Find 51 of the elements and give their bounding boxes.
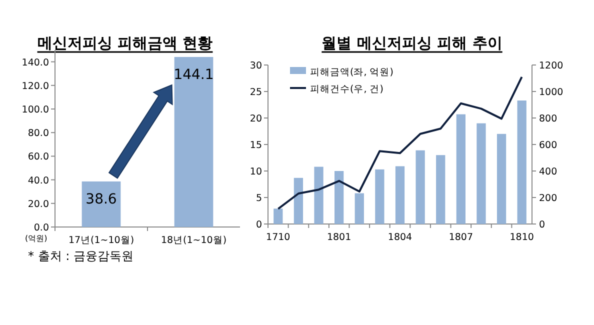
y-tick-label: 140.0: [22, 57, 49, 68]
bar: [456, 114, 466, 224]
bar: [517, 100, 526, 224]
x-tick-label: 1710: [266, 232, 290, 243]
y-tick-label: 15: [250, 140, 262, 151]
y2-tick-label: 200: [539, 193, 558, 204]
y2-tick-label: 0: [539, 220, 546, 230]
data-label: 38.6: [86, 191, 117, 208]
y-tick-label: 10: [250, 166, 262, 178]
chart-title: 메신저피싱 피해금액 현황: [37, 34, 213, 52]
y-tick-label: 0: [256, 220, 262, 230]
y-tick-label: 20.0: [28, 198, 49, 210]
bar: [314, 166, 324, 224]
bar: [496, 134, 506, 224]
y-tick-label: 20: [250, 114, 262, 124]
bar: [334, 171, 344, 224]
legend-label: 피해건수(우, 건): [310, 84, 384, 95]
x-tick-label: 1807: [448, 232, 474, 243]
bar: [416, 150, 425, 224]
y-tick-label: 25: [250, 87, 262, 98]
x-tick-label: 1804: [388, 232, 412, 243]
bar: [294, 178, 304, 224]
legend-label: 피해금액(좌, 억원): [310, 67, 394, 78]
bar: [436, 155, 446, 224]
y-tick-label: 60.0: [28, 152, 49, 163]
bar: [274, 208, 283, 224]
y2-tick-label: 1000: [539, 87, 564, 98]
line-series: [277, 76, 523, 210]
x-tick-label: 18년(1~10월): [160, 235, 227, 246]
bar: [476, 123, 486, 224]
y-tick-label: 5: [256, 193, 262, 204]
y-tick-label: 0.0: [34, 222, 49, 234]
chart-title: 월별 메신저피싱 피해 추이: [322, 34, 502, 52]
data-label: 144.1: [174, 66, 214, 83]
y2-tick-label: 400: [539, 166, 558, 178]
bar: [375, 169, 384, 224]
y2-tick-label: 1200: [539, 60, 564, 72]
y-tick-label: 40.0: [28, 175, 49, 186]
y-tick-label: 120.0: [22, 80, 49, 92]
y2-tick-label: 800: [539, 114, 558, 124]
y-axis-title: (억원): [25, 234, 48, 243]
y-tick-label: 30: [250, 60, 262, 72]
x-tick-label: 1801: [326, 232, 352, 243]
bar: [395, 166, 405, 224]
text: * 출처 : 금융감독원: [28, 249, 134, 263]
y-tick-label: 100.0: [22, 104, 49, 116]
bar: [354, 193, 364, 224]
x-tick-label: 1810: [510, 232, 534, 243]
y-tick-label: 80.0: [28, 128, 49, 140]
x-tick-label: 17년(1~10월): [68, 235, 134, 246]
y2-tick-label: 600: [539, 140, 558, 151]
